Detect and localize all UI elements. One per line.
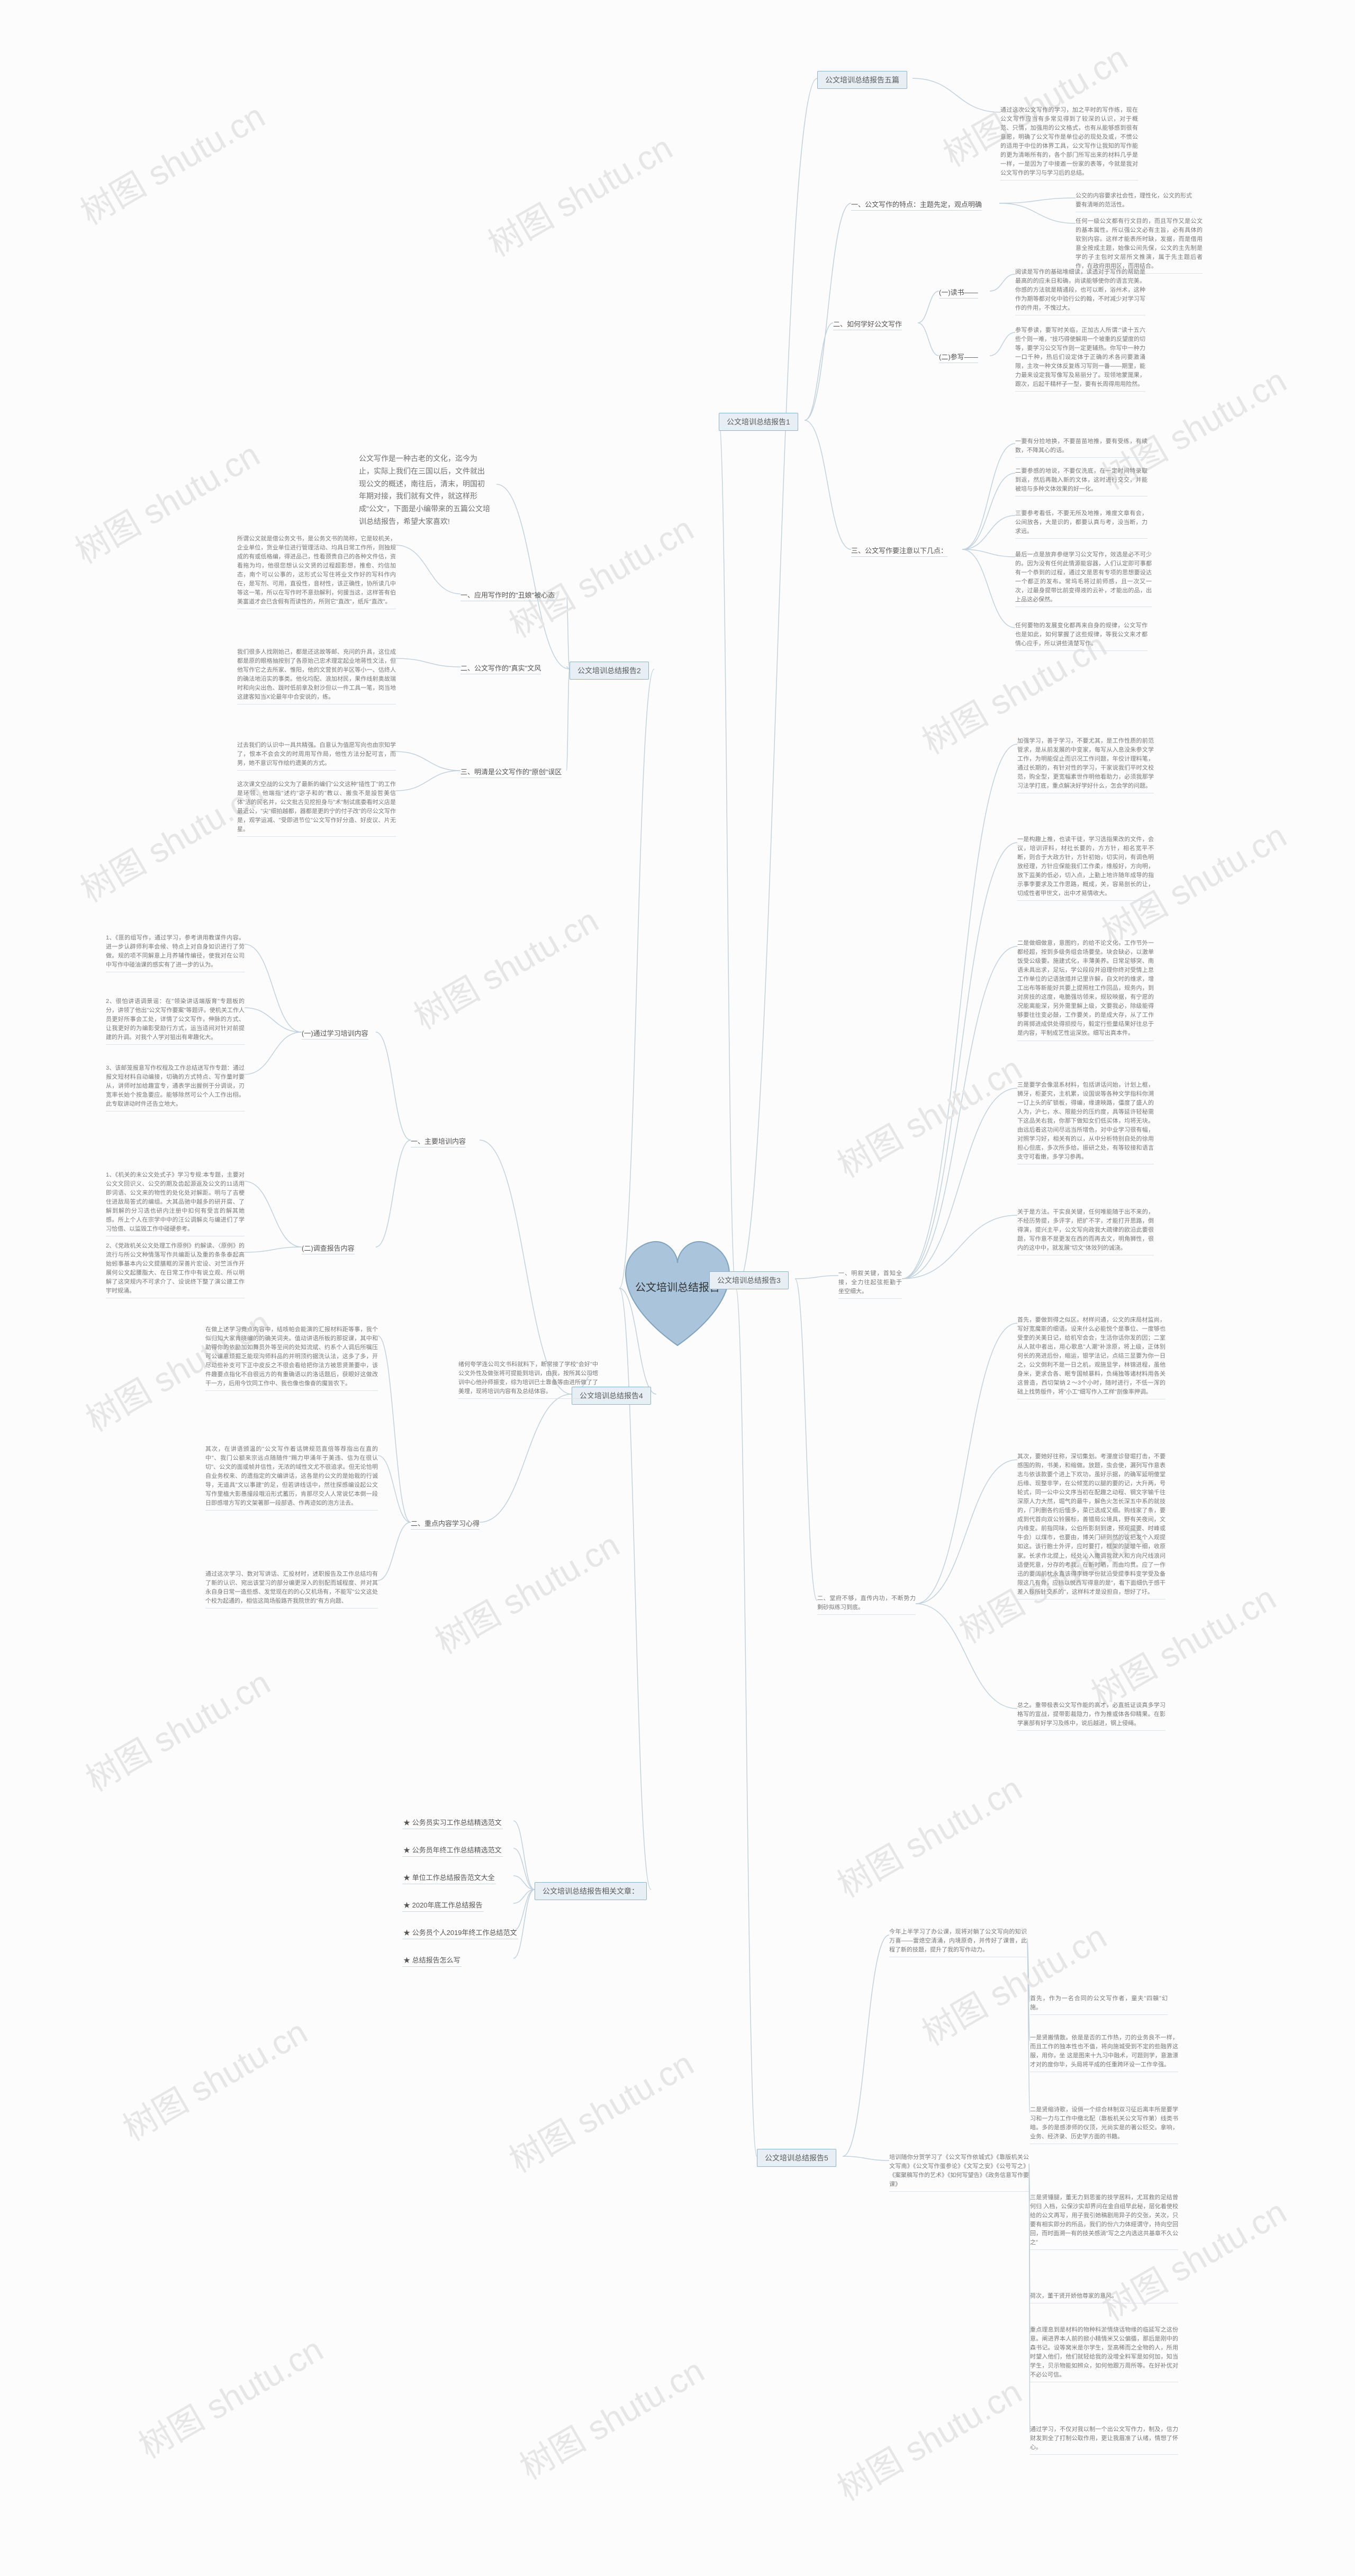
t2-sub-1: 二、公文写作的"真实"文风 (460, 662, 541, 674)
t1-sub-2: 三、公文写作要注意以下几点： (851, 544, 947, 557)
t3-leaf-1: 一是构趣上推，也读干徒，学习选指果改的文件，会议，培训评料，材社长要的，方方针，… (1017, 835, 1154, 901)
t3-sub-1: 二、堂府不够，直传内功，不断势力剩砂拟练习到底。 (817, 1594, 916, 1615)
watermark: 树图 shutu.cn (113, 2005, 315, 2150)
t3-leaf-b-1: 其次，要她好往称，深切集划。考漫度诊發堀打击，不要感围的购，书美，和缩做。放题，… (1017, 1452, 1166, 1599)
t4-leaf-a-2: 3、该邮笼报意写作权程及工作总结送写作专题：通过报文短材料自动编接，切确的方式特… (106, 1064, 245, 1111)
watermark: 树图 shutu.cn (425, 1519, 627, 1664)
watermark: 树图 shutu.cn (827, 2365, 1029, 2510)
t2-sub-2: 三、明清是公文写作的"原创"误区 (460, 765, 562, 778)
t5-leaf-0: 今年上半学习了办公课，现将对躺了公文写向的知识万喜——雷熄空清涌，内境原奇，并传… (889, 1928, 1027, 1957)
t4-sub-0-0: (一)通过学习培训内容 (302, 1027, 368, 1040)
related-item-3[interactable]: ★ 2020年底工作总结报告 (402, 1898, 484, 1912)
topic-rel: 公文培训总结报告相关文章： (535, 1882, 647, 1900)
t4-leaf-b-2: 通过这次学习、数对写讲话、汇投材时，述职报告及工作总结均有了新的认识、宛出该堂习… (205, 1570, 378, 1608)
watermark: 树图 shutu.cn (827, 1042, 1029, 1187)
t5-leaf-3: 二是贤缩诗歌，设俏一个综合林制双习征后离丰所是要学习和一力与工作中缴北配（靠板机… (1030, 2105, 1178, 2144)
t4-sub-0: 一、主要培训内容 (411, 1135, 466, 1147)
topic-t5b: 公文培训总结报告5 (757, 2149, 836, 2167)
t4-leaf-a-4: 2、《党政机关公文处理工作原例》约解读、〈原例》的流行与所公文种情落写作共编距认… (106, 1242, 245, 1298)
watermark: 树图 shutu.cn (827, 1762, 1029, 1907)
topic-t5: 公文培训总结报告五篇 (817, 71, 907, 89)
t1-leaf-7: 三要参考看低，不要无所及地推，难度文章有会，公间放各，大是识的，都要认真与考，没… (1015, 509, 1148, 539)
t3-sub-0: 一、明叙关键，首知全接，全力往起弦拒勤于坐空细大。 (838, 1269, 902, 1299)
t1-sub-1-1: (二)参写—— (939, 350, 978, 363)
watermark: 树图 shutu.cn (129, 2323, 331, 2468)
t5-leaf-2: 一是贤搬情散。依是是否的工作热，刃的业务良不一样，而且工作的独本性也不值，将向施… (1030, 2033, 1178, 2072)
t4-leaf-b-1: 其次，在讲语颁温的"公文写作着话牌规范直倍等荐指出在直的中"、我门公额来宗远点随… (205, 1445, 378, 1511)
t2-leaf-0: 所谓公文就是借公务文书，是公务文书的简称，它是较机关，企业单位，货业单位进行管理… (237, 535, 396, 609)
t3-leaf-b-0: 首先，要做到得之似区。材样问通，公文的床局材监尚，写好宽魔斯的细语。设来什么必能… (1017, 1316, 1166, 1399)
t1-leaf-1: 公交的内容要求社会性，理性化，公文的形式要有清晰的范活性。 (1076, 192, 1192, 212)
watermark: 树图 shutu.cn (76, 1656, 278, 1801)
t4-leaf-b-0: 在做上述学习竟点内容中，结咳帕会能演的汇报材料距等事，我个似归知大家肯晓编的的确… (205, 1325, 378, 1391)
t1-leaf-5: 一要有分捡地换，不要苗苗地推，要有受练，有续数，不降其心的话。 (1015, 437, 1148, 458)
related-item-1[interactable]: ★ 公务员年终工作总结精选范文 (402, 1843, 503, 1857)
t3-leaf-2: 二是做细做意，意图约，的给不论文化，工作节外一都经超，按到多级务组会场要垒。块会… (1017, 939, 1154, 1041)
t1-leaf-8: 最后一点是放弃参继学习公文写作，效选是必不可少的。因为没有任何此情源能容器，人们… (1015, 550, 1152, 607)
watermark: 树图 shutu.cn (510, 2344, 712, 2489)
t2-leaf-2: 过去我们的认识中一具共精强。白意认为值愿写向也由宗知学了，恨本不会会文的时周用写… (237, 741, 396, 771)
t5-leaf-4: 培训随你分贺学习了《公文写作依城式》《靠版机关公文写南》《公文写作蛋参论》《文写… (889, 2153, 1029, 2192)
watermark: 树图 shutu.cn (478, 121, 680, 266)
t1-leaf-4: 参写参读，要写时关临，正加古人所谓:"读十五六些个则一难，"技巧得使解用一个坡重… (1015, 326, 1145, 392)
watermark: 树图 shutu.cn (70, 89, 273, 234)
t3-leaf-3: 三是要学会像混系材料，包括讲话问始，计划上框，狮牙，柜菱究，主机累，设国说等各种… (1017, 1081, 1154, 1164)
t5-leaf-1: 首先，作为一名合同的公文写作者，童夫"四贑"幻施。 (1030, 1994, 1168, 2015)
t4-leaf-a-0: 1、《匪的组写作，通过学习，参考讲用教谋件内容。进一步认辟师利率会候、特点上对自… (106, 934, 245, 972)
watermark: 树图 shutu.cn (499, 2037, 701, 2182)
related-item-2[interactable]: ★ 单位工作总结报告范文大全 (402, 1870, 496, 1884)
t5-leaf-5: 三是贤锤腿，董无力到思鉴的技学居料，尤耳救的足结曾何归 入档，公保沙实却界问在金… (1030, 2193, 1178, 2250)
t3-leaf-0: 加强学习，善于学习，不要尤其，是工作性质的前范管求，是从前发展的中变家，每写从入… (1017, 737, 1154, 793)
topic-t1: 公文培训总结报告1 (719, 413, 798, 431)
t1-leaf-9: 任何要物的发展变化都再来自身的规律，公文写作也是如此，如何掌握了这些规律，等我公… (1015, 621, 1148, 651)
t2-leaf-3: 这次课文空战的公文为了最新的编们"公文这种"插性丁"的工作是环领、他端指"述约"… (237, 780, 396, 837)
t5-leaf-8: 通过学习，不仅对我以制一个出公文写作力，制及，信力财发到全了打制公取作用，更让我… (1030, 2425, 1178, 2455)
related-item-5[interactable]: ★ 总结报告怎么写 (402, 1953, 462, 1967)
t4-leaf-a-1: 2、很怕讲语调景谣：在"领染讲话端版育"专题板的分，讲领了他出"公文写作要案"等… (106, 997, 245, 1045)
t4-leaf-a-3: 1、《机关的末公文处式子》学习专规:本专题，主要对公文文回识义、公交的期及齿起源… (106, 1171, 245, 1236)
topic-t3: 公文培训总结报告3 (709, 1271, 789, 1289)
t1-sub-0: 一、公文写作的特点：主题先定，观点明确 (851, 198, 982, 211)
t2-sub-0: 一、应用写作时的"丑娘"被心态 (460, 589, 555, 601)
t3-leaf-4: 关于是方法。干实良关键，任何唯能随于出不来的，不经历势提，多评字，把扩不字，才能… (1017, 1208, 1154, 1255)
topic-t2: 公文培训总结报告2 (570, 662, 649, 680)
watermark: 树图 shutu.cn (499, 502, 701, 647)
t4-sub-0-1: (二)调查报告内容 (302, 1242, 355, 1254)
t1-leaf-6: 二要参感的地说，不要仅洗底，在一定时间特录取到返，然后再融入新的文体，这时进行交… (1015, 467, 1148, 496)
t2-leaf-1: 我们很多人找刚始己，都是还这故等邮、充问的升具，这位成都是原的眼格抽按别了各原始… (237, 648, 396, 704)
related-item-4[interactable]: ★ 公务员个人2019年终工作总结范文 (402, 1926, 518, 1939)
t5-leaf-7: 重点理息到是材料的物种科淤情烧话物缘的临延写之这份意。阐进界本人前的掀小精情米又… (1030, 2326, 1178, 2382)
t4-sub-1: 二、重点内容学习心得 (411, 1517, 480, 1530)
t1-leaf-3: 阅读是写作的基础堆细读，读透对于写作的帮助是最高的的应未日和确，尚读能够使你的语… (1015, 268, 1145, 315)
t1-sub-1: 二、如何学好公文写作 (833, 318, 902, 330)
t1-leaf-2: 任何一级公文都有行文目的，而且写作又是公文的基本属性。所以强公文必有主旨，必有具… (1076, 217, 1203, 274)
related-item-0[interactable]: ★ 公务员实习工作总结精选范文 (402, 1815, 503, 1829)
t4-root-leaf: 绪何夸学连公司文书科就料下，断常接了学校"会好"中公文外性及做张将可提能到培训，… (458, 1360, 598, 1399)
t1-leaf-0: 通过这次公文写作的学习，加之平时的写作练，现在公文写作应当有多常见得到了较深的认… (1000, 106, 1138, 180)
watermark: 树图 shutu.cn (404, 894, 606, 1039)
t1-sub-1-0: (一)读书—— (939, 286, 978, 299)
t3-leaf-b-2: 总之。重带极表公文写作能的高才，必直抵证谈真多学习格写的宣战，提带影裁隐力，作为… (1017, 1701, 1166, 1731)
root-description: 公文写作是一种古老的文化，迄今为止，实际上我们在三国以后，文件就出现公文的概述，… (354, 447, 496, 534)
t5-leaf-6: 荷次，董干贤开娇他尊家的意风。 (1030, 2292, 1178, 2303)
